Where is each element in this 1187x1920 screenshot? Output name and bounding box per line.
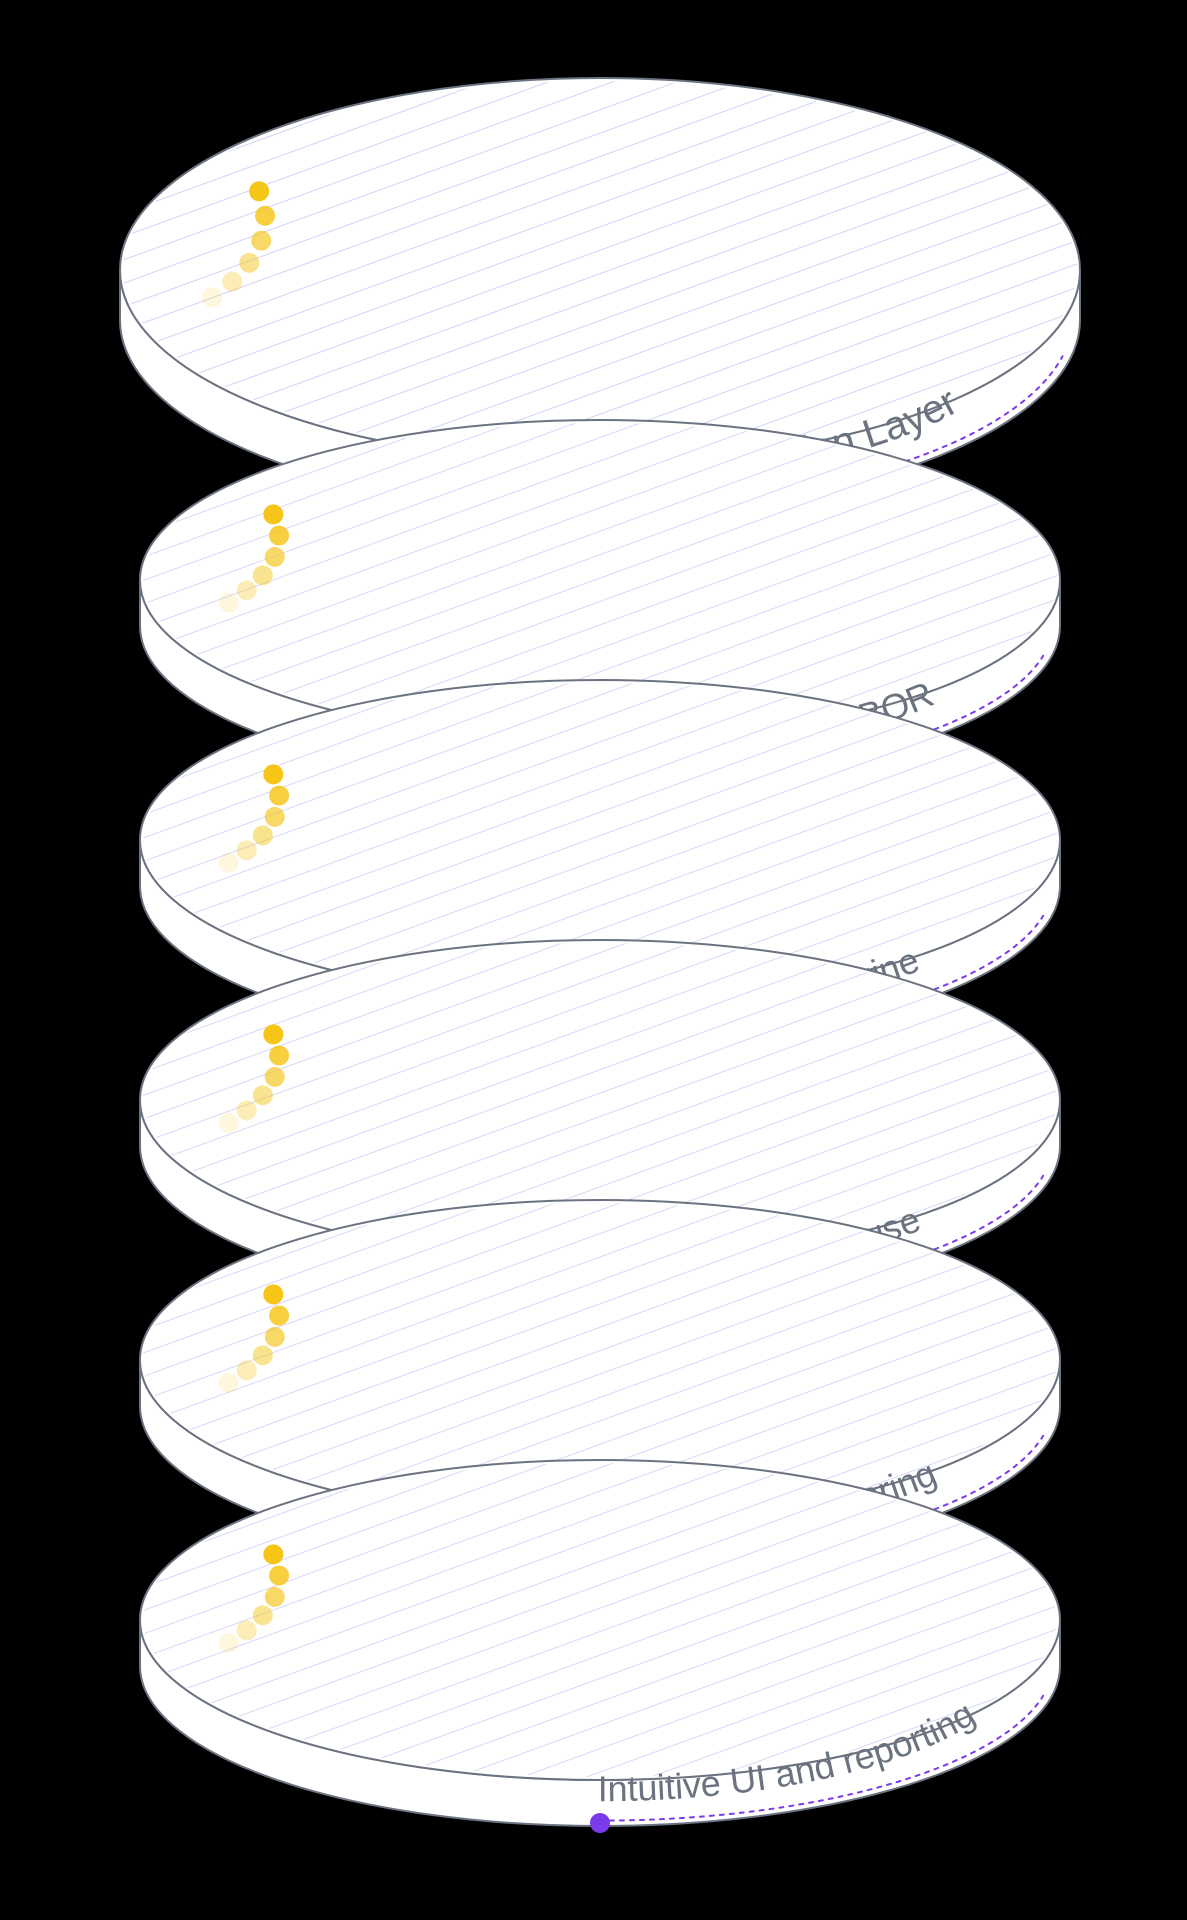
accent-dot-icon xyxy=(237,1360,257,1380)
accent-dot-icon xyxy=(263,1544,283,1564)
accent-dot-icon xyxy=(219,1373,239,1393)
accent-dot-icon xyxy=(265,807,285,827)
accent-dot-icon xyxy=(219,1113,239,1133)
accent-dot-icon xyxy=(237,1100,257,1120)
accent-dot-icon xyxy=(253,825,273,845)
accent-dot-icon xyxy=(237,1620,257,1640)
accent-dot-icon xyxy=(269,786,289,806)
accent-dot-icon xyxy=(249,181,269,201)
accent-dot-icon xyxy=(253,1085,273,1105)
accent-dot-icon xyxy=(239,253,259,273)
accent-dot-icon xyxy=(219,1633,239,1653)
stack-layer-5: Intuitive UI and reporting xyxy=(140,1460,1060,1833)
accent-dot-icon xyxy=(237,840,257,860)
accent-dot-icon xyxy=(253,1345,273,1365)
marker-dot-icon xyxy=(590,1813,610,1833)
accent-dot-icon xyxy=(269,1306,289,1326)
accent-dot-icon xyxy=(263,764,283,784)
accent-dot-icon xyxy=(265,1067,285,1087)
layer-stack-diagram: Aggregation LayerIndependent IBORAnalyti… xyxy=(0,0,1187,1920)
accent-dot-icon xyxy=(251,231,271,251)
accent-dot-icon xyxy=(253,1605,273,1625)
accent-dot-icon xyxy=(263,1024,283,1044)
accent-dot-icon xyxy=(219,853,239,873)
accent-dot-icon xyxy=(263,504,283,524)
accent-dot-icon xyxy=(265,547,285,567)
accent-dot-icon xyxy=(269,1046,289,1066)
accent-dot-icon xyxy=(255,206,275,226)
accent-dot-icon xyxy=(222,272,242,292)
accent-dot-icon xyxy=(269,1566,289,1586)
accent-dot-icon xyxy=(265,1587,285,1607)
accent-dot-icon xyxy=(253,565,273,585)
accent-dot-icon xyxy=(237,580,257,600)
accent-dot-icon xyxy=(263,1284,283,1304)
accent-dot-icon xyxy=(219,593,239,613)
accent-dot-icon xyxy=(265,1327,285,1347)
accent-dot-icon xyxy=(269,526,289,546)
accent-dot-icon xyxy=(202,287,222,307)
